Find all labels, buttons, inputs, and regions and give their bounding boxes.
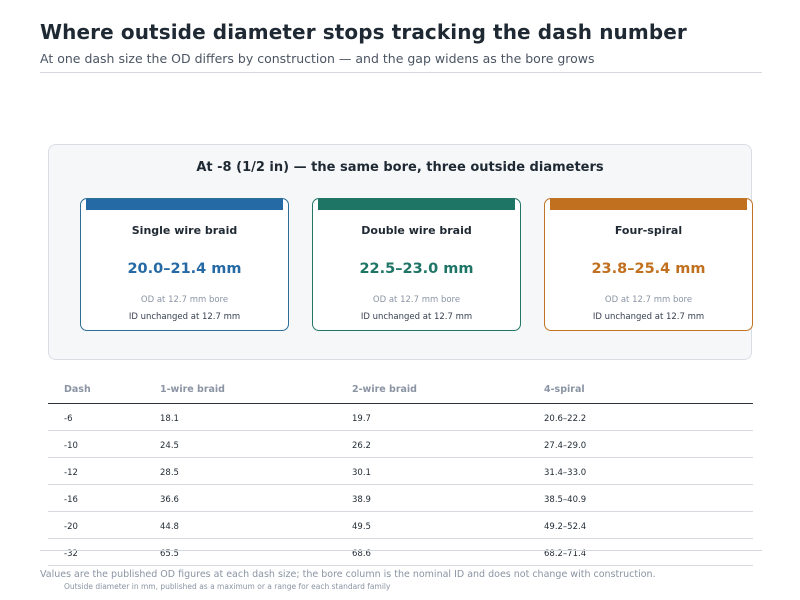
card-note: OD at 12.7 mm bore	[372, 295, 461, 305]
cell-4-spiral: 27.4–29.0	[544, 441, 587, 451]
cell-2-wire-braid: 68.6	[352, 549, 371, 559]
card-double-wire-braid: Double wire braid 22.5–23.0 mm OD at 12.…	[312, 198, 521, 331]
cell-dash: -12	[64, 468, 78, 478]
cell-dash: -20	[64, 522, 78, 532]
caption: Outside diameter in mm, published as a m…	[64, 582, 391, 591]
cell-4-spiral: 20.6–22.2	[544, 414, 587, 424]
cell-2-wire-braid: 38.9	[352, 495, 371, 505]
footnote: Values are the published OD figures at e…	[40, 569, 656, 580]
cell-dash: -10	[64, 441, 78, 451]
cell-1-wire-braid: 36.6	[160, 495, 179, 505]
card-single-wire-braid: Single wire braid 20.0–21.4 mm OD at 12.…	[80, 198, 289, 331]
footer-divider	[40, 550, 762, 551]
cell-dash: -6	[64, 414, 73, 424]
table-row: -16 36.6 38.9 38.5–40.9	[48, 485, 753, 512]
card-note: OD at 12.7 mm bore	[140, 295, 229, 305]
card-id-text: ID unchanged at 12.7 mm	[360, 312, 473, 322]
table-row: -32 65.5 68.6 68.2–71.4	[48, 539, 753, 566]
card-id-text: ID unchanged at 12.7 mm	[128, 312, 241, 322]
table-row: -12 28.5 30.1 31.4–33.0	[48, 458, 753, 485]
column-header-dash: Dash	[64, 384, 91, 395]
cell-4-spiral: 31.4–33.0	[544, 468, 587, 478]
cell-2-wire-braid: 26.2	[352, 441, 371, 451]
card-title: Double wire braid	[361, 224, 472, 237]
comparison-panel: At -8 (1/2 in) — the same bore, three ou…	[48, 144, 753, 360]
card-note: OD at 12.7 mm bore	[604, 295, 693, 305]
cell-dash: -16	[64, 495, 78, 505]
cell-1-wire-braid: 18.1	[160, 414, 179, 424]
panel-heading: At -8 (1/2 in) — the same bore, three ou…	[196, 160, 604, 175]
od-table: Dash 1-wire braid 2-wire braid 4-spiral …	[48, 376, 753, 566]
card-color-bar	[86, 199, 283, 210]
column-header-4-spiral: 4-spiral	[544, 384, 585, 395]
page-title: Where outside diameter stops tracking th…	[40, 20, 687, 44]
card-color-bar	[550, 199, 747, 210]
cell-2-wire-braid: 49.5	[352, 522, 371, 532]
card-title: Single wire braid	[131, 224, 238, 237]
table-row: -20 44.8 49.5 49.2–52.4	[48, 512, 753, 539]
card-title: Four-spiral	[614, 224, 683, 237]
table-header: Dash 1-wire braid 2-wire braid 4-spiral	[48, 376, 753, 404]
cell-1-wire-braid: 24.5	[160, 441, 179, 451]
cell-1-wire-braid: 65.5	[160, 549, 179, 559]
cell-4-spiral: 38.5–40.9	[544, 495, 587, 505]
page-subtitle: At one dash size the OD differs by const…	[40, 51, 595, 66]
card-od-value: 22.5–23.0 mm	[359, 261, 474, 277]
cell-2-wire-braid: 19.7	[352, 414, 371, 424]
column-header-2-wire-braid: 2-wire braid	[352, 384, 417, 395]
card-od-value: 23.8–25.4 mm	[591, 261, 706, 277]
table-row: -10 24.5 26.2 27.4–29.0	[48, 431, 753, 458]
cell-2-wire-braid: 30.1	[352, 468, 371, 478]
cell-4-spiral: 68.2–71.4	[544, 549, 587, 559]
card-od-value: 20.0–21.4 mm	[127, 261, 242, 277]
cell-1-wire-braid: 28.5	[160, 468, 179, 478]
cell-dash: -32	[64, 549, 78, 559]
cell-4-spiral: 49.2–52.4	[544, 522, 587, 532]
card-id-text: ID unchanged at 12.7 mm	[592, 312, 705, 322]
card-color-bar	[318, 199, 515, 210]
header-divider	[40, 72, 762, 73]
cell-1-wire-braid: 44.8	[160, 522, 179, 532]
card-four-spiral: Four-spiral 23.8–25.4 mm OD at 12.7 mm b…	[544, 198, 753, 331]
column-header-1-wire-braid: 1-wire braid	[160, 384, 225, 395]
table-row: -6 18.1 19.7 20.6–22.2	[48, 404, 753, 431]
